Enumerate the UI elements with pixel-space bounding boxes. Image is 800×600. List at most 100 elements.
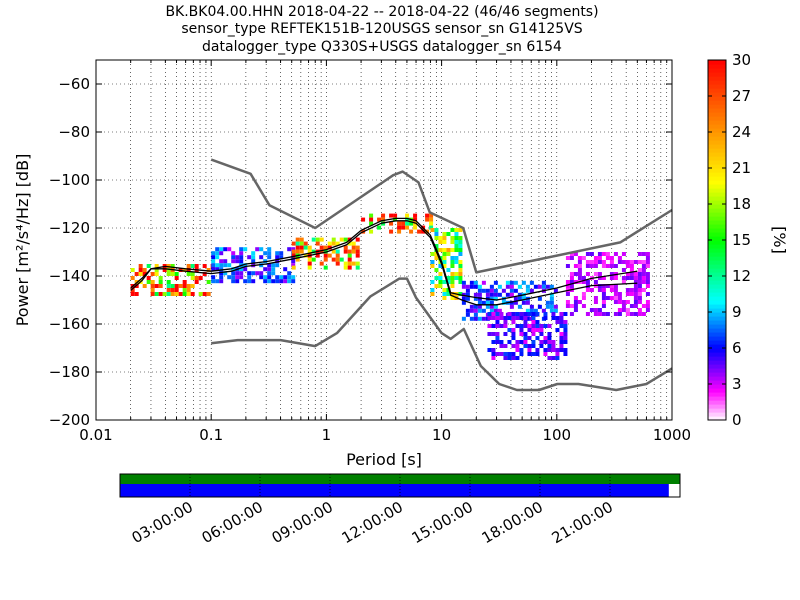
density-cell: [235, 255, 240, 260]
density-cell: [485, 292, 490, 297]
colorbar-tick-label: 15: [732, 231, 751, 249]
x-tick-label: 10: [432, 426, 451, 444]
density-cell: [577, 260, 582, 264]
colorbar-segment: [708, 164, 726, 169]
density-cell: [597, 252, 602, 256]
colorbar-segment: [708, 268, 726, 273]
density-cell: [545, 284, 550, 289]
density-cell: [291, 275, 296, 280]
density-cell: [625, 292, 630, 296]
density-cell: [303, 253, 308, 258]
density-cell: [434, 268, 439, 272]
density-cell: [323, 245, 328, 250]
colorbar-segment: [708, 80, 726, 85]
density-cell: [239, 267, 244, 272]
density-cell: [355, 237, 360, 242]
density-cell: [211, 279, 216, 284]
density-cell: [569, 272, 574, 276]
density-cell: [621, 300, 626, 304]
density-cell: [585, 280, 590, 284]
density-cell: [629, 260, 634, 264]
density-cell: [158, 276, 163, 280]
density-cell: [601, 288, 606, 292]
density-cell: [633, 292, 638, 296]
density-cell: [450, 292, 455, 296]
density-cell: [295, 241, 300, 246]
density-cell: [637, 300, 642, 304]
density-cell: [645, 260, 650, 264]
density-cell: [617, 300, 622, 304]
colorbar-segment: [708, 232, 726, 237]
density-cell: [219, 271, 224, 276]
density-cell: [511, 316, 516, 320]
density-cell: [134, 292, 139, 296]
density-cell: [454, 256, 459, 260]
density-cell: [645, 264, 650, 268]
density-cell: [458, 280, 463, 284]
density-cell: [497, 308, 502, 313]
density-cell: [601, 300, 606, 304]
density-cell: [331, 249, 336, 254]
density-cell: [645, 300, 650, 304]
density-cell: [489, 284, 494, 289]
density-cell: [166, 284, 171, 288]
density-cell: [442, 256, 447, 260]
density-cell: [645, 304, 650, 308]
density-cell: [446, 280, 451, 284]
density-cell: [503, 356, 508, 360]
density-cell: [477, 300, 482, 305]
density-cell: [303, 241, 308, 246]
density-cell: [335, 261, 340, 266]
density-cell: [633, 304, 638, 308]
density-cell: [450, 280, 455, 284]
time-tick-label: 18:00:00: [479, 498, 546, 547]
colorbar-segment: [708, 332, 726, 337]
density-cell: [481, 316, 486, 321]
density-cell: [429, 213, 434, 218]
density-cell: [585, 260, 590, 264]
density-cell: [499, 352, 504, 356]
density-cell: [511, 312, 516, 316]
colorbar-segment: [708, 84, 726, 89]
density-cell: [597, 312, 602, 316]
density-cell: [355, 245, 360, 250]
density-cell: [251, 251, 256, 256]
density-cell: [351, 261, 356, 266]
density-cell: [166, 280, 171, 284]
density-cell: [513, 288, 518, 293]
density-cell: [637, 252, 642, 256]
colorbar-segment: [708, 304, 726, 309]
density-cell: [559, 344, 564, 348]
density-cell: [515, 344, 520, 348]
density-cell: [389, 229, 394, 234]
density-cell: [393, 213, 398, 218]
density-cell: [529, 304, 534, 309]
density-cell: [569, 304, 574, 308]
density-cell: [503, 320, 508, 324]
x-tick-label: 0.01: [79, 426, 112, 444]
density-cell: [469, 304, 474, 309]
density-cell: [190, 264, 195, 268]
density-cell: [613, 252, 618, 256]
density-cell: [259, 255, 264, 260]
density-cell: [495, 316, 500, 320]
density-cell: [206, 268, 211, 272]
density-cell: [533, 308, 538, 313]
density-cell: [343, 265, 348, 270]
density-cell: [158, 280, 163, 284]
colorbar-segment: [708, 128, 726, 133]
density-cell: [505, 280, 510, 285]
density-cell: [489, 288, 494, 293]
density-cell: [343, 245, 348, 250]
density-cell: [319, 237, 324, 242]
density-cell: [517, 284, 522, 289]
density-cell: [621, 268, 626, 272]
density-cell: [569, 252, 574, 256]
density-cell: [531, 316, 536, 320]
density-cell: [267, 279, 272, 284]
density-cell: [533, 284, 538, 289]
density-cell: [601, 264, 606, 268]
density-cell: [251, 279, 256, 284]
colorbar-segment: [708, 212, 726, 217]
grid-lines: [96, 60, 672, 420]
